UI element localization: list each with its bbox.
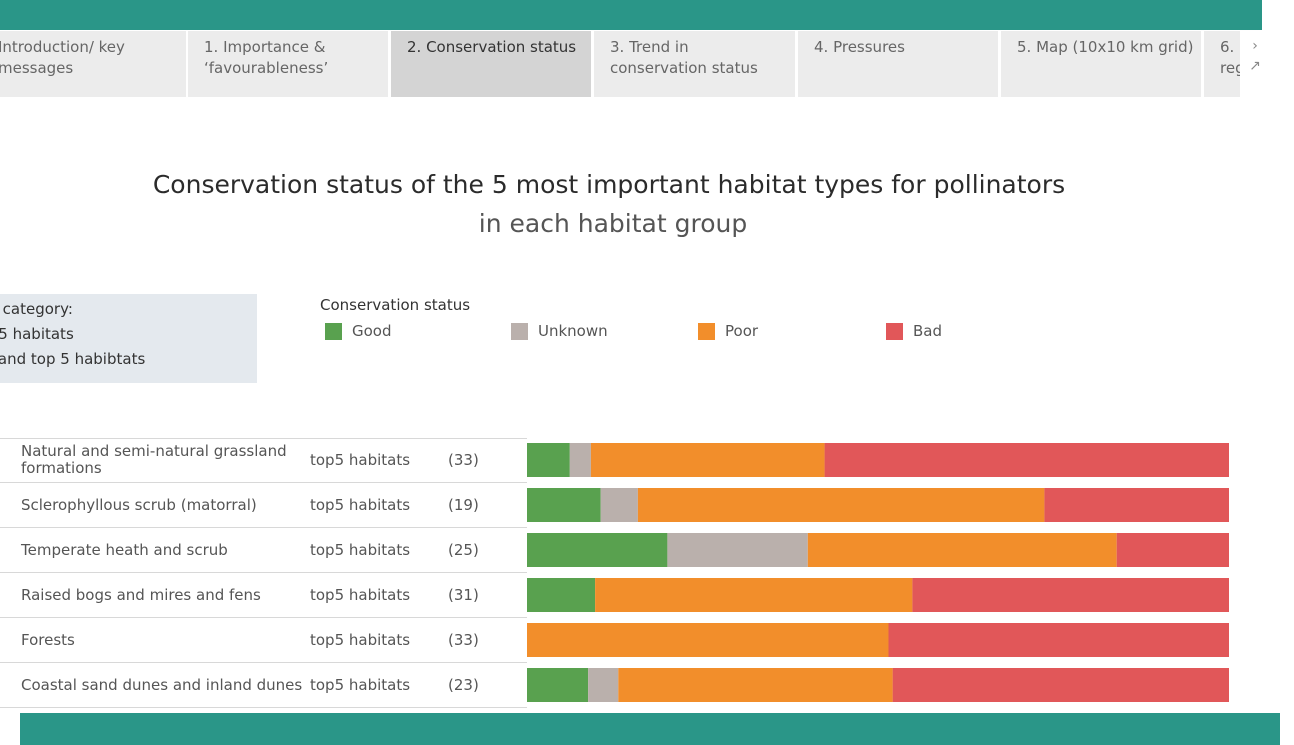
habitat-count: (33) <box>448 451 479 469</box>
habitat-category: top5 habitats <box>310 451 411 469</box>
chart-title: Conservation status of the 5 most import… <box>152 170 1066 199</box>
tab-pressures[interactable]: 4. Pressures <box>798 31 998 97</box>
resize-icon: ↗ <box>1249 58 1261 74</box>
table-row[interactable]: Sclerophyllous scrub (matorral) top5 hab… <box>0 483 527 528</box>
legend-swatch-good <box>325 322 342 340</box>
tab-label: 1. Importance & <box>204 38 326 56</box>
tab-map[interactable]: 5. Map (10x10 km grid) <box>1001 31 1201 97</box>
bar-segment-bad[interactable] <box>912 578 1229 612</box>
table-row[interactable]: Natural and semi-natural grassland forma… <box>0 438 527 483</box>
table-row[interactable]: Raised bogs and mires and fens top5 habi… <box>0 573 527 618</box>
habitat-category: top5 habitats <box>310 496 411 514</box>
bottom-banner <box>20 713 1280 745</box>
tab-label: reg <box>1220 59 1240 77</box>
bar-segment-good[interactable] <box>527 533 668 567</box>
bar-segment-bad[interactable] <box>1116 533 1229 567</box>
tab-label: 6. I <box>1220 38 1240 56</box>
bar-segment-bad[interactable] <box>892 668 1229 702</box>
bar-segment-bad[interactable] <box>1044 488 1229 522</box>
habitat-count: (25) <box>448 541 479 559</box>
top-banner <box>0 0 1262 30</box>
legend-item-bad[interactable]: Bad <box>886 322 942 340</box>
filter-heading: t category: <box>0 300 73 318</box>
tab-regions[interactable]: 6. I reg <box>1204 31 1240 97</box>
bar-segment-poor[interactable] <box>637 488 1045 522</box>
bar-segment-bad[interactable] <box>888 623 1230 657</box>
legend-item-unknown[interactable]: Unknown <box>511 322 608 340</box>
legend-title: Conservation status <box>320 296 471 314</box>
legend-label: Poor <box>725 322 759 340</box>
tab-label: conservation status <box>610 59 758 77</box>
habitat-count: (33) <box>448 631 479 649</box>
tab-label: 4. Pressures <box>814 38 905 56</box>
tab-label: ‘favourableness’ <box>204 59 329 77</box>
legend-item-poor[interactable]: Poor <box>698 322 758 340</box>
tab-label: 5. Map (10x10 km grid) <box>1017 38 1194 56</box>
tab-bar: Introduction/ key messages 1. Importance… <box>0 31 1240 97</box>
chart-subtitle: in each habitat group <box>478 209 748 238</box>
legend-label: Unknown <box>538 322 608 340</box>
bar-segment-poor[interactable] <box>807 533 1117 567</box>
bar-segment-good[interactable] <box>527 578 596 612</box>
tab-introduction[interactable]: Introduction/ key messages <box>0 31 186 97</box>
habitat-count: (23) <box>448 676 479 694</box>
tab-label: 2. Conservation status <box>407 38 577 56</box>
legend-swatch-poor <box>698 322 715 340</box>
tab-importance[interactable]: 1. Importance & ‘favourableness’ <box>188 31 388 97</box>
bar-segment-good[interactable] <box>527 488 601 522</box>
habitat-count: (19) <box>448 496 479 514</box>
table-row[interactable]: Coastal sand dunes and inland dunes top5… <box>0 663 527 708</box>
habitat-category: top5 habitats <box>310 631 411 649</box>
habitat-name: Natural and semi-natural grassland forma… <box>21 442 287 477</box>
tab-scroll-arrows[interactable]: › ↗ <box>1245 36 1265 76</box>
bar-segment-poor[interactable] <box>595 578 913 612</box>
habitat-name: Temperate heath and scrub <box>21 540 228 559</box>
bar-segment-poor[interactable] <box>527 623 889 657</box>
habitat-name: Sclerophyllous scrub (matorral) <box>21 495 257 514</box>
legend-swatch-bad <box>886 322 903 340</box>
bar-segment-good[interactable] <box>527 443 570 477</box>
bar-segment-unknown[interactable] <box>569 443 591 477</box>
table-row[interactable]: Forests top5 habitats (33) <box>0 618 527 663</box>
habitat-category: top5 habitats <box>310 586 411 604</box>
legend-item-good[interactable]: Good <box>325 322 392 340</box>
habitat-count: (31) <box>448 586 479 604</box>
habitat-name: Forests <box>21 630 75 649</box>
tab-label: messages <box>0 59 74 77</box>
tab-conservation-status[interactable]: 2. Conservation status <box>391 31 591 97</box>
table-row[interactable]: Temperate heath and scrub top5 habitats … <box>0 528 527 573</box>
bar-segment-unknown[interactable] <box>588 668 619 702</box>
legend-swatch-unknown <box>511 322 528 340</box>
habitat-category-filter[interactable]: t category: p 5 habitats l and top 5 hab… <box>0 294 257 383</box>
habitat-category: top5 habitats <box>310 676 411 694</box>
bar-segment-unknown[interactable] <box>600 488 638 522</box>
bar-segment-poor[interactable] <box>618 668 893 702</box>
table-top-border <box>0 438 527 439</box>
bar-segment-poor[interactable] <box>590 443 825 477</box>
bar-segment-good[interactable] <box>527 668 589 702</box>
tab-label: 3. Trend in <box>610 38 689 56</box>
tab-trend[interactable]: 3. Trend in conservation status <box>594 31 795 97</box>
filter-option-top5[interactable]: p 5 habitats <box>0 325 74 343</box>
habitat-name: Raised bogs and mires and fens <box>21 585 261 604</box>
bar-segment-bad[interactable] <box>824 443 1229 477</box>
tab-label: Introduction/ key <box>0 38 125 56</box>
filter-option-all[interactable]: l and top 5 habibtats <box>0 350 146 368</box>
chevron-right-icon[interactable]: › <box>1252 38 1258 54</box>
legend-label: Good <box>352 322 392 340</box>
bar-segment-unknown[interactable] <box>667 533 808 567</box>
habitat-name: Coastal sand dunes and inland dunes <box>21 675 303 694</box>
legend-label: Bad <box>913 322 943 340</box>
habitat-category: top5 habitats <box>310 541 411 559</box>
